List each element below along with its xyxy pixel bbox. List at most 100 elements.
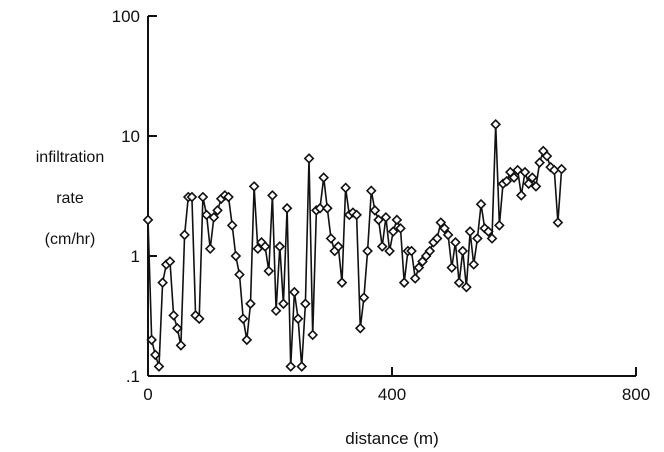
data-point [365,185,377,197]
data-point [201,209,212,221]
data-point [289,286,300,298]
data-point [285,361,297,372]
data-point [300,298,311,310]
data-point [179,229,190,241]
data-point [358,292,370,303]
data-point [526,172,538,183]
data-point [424,245,436,257]
data-point [208,212,220,223]
x-ticks: 0 400 800 [143,367,650,404]
data-point [472,233,483,244]
data-point [373,214,384,226]
data-point [278,298,289,310]
data-point [494,220,505,231]
y-tick-label: 10 [121,127,140,146]
data-point [270,305,282,317]
data-point [391,214,403,226]
data-point [475,198,487,210]
y-ticks: .1 1 10 100 [112,7,157,386]
data-point [556,163,567,175]
y-tick-label: 1 [131,247,140,266]
y-tick-label: .1 [126,367,140,386]
data-point [274,241,286,252]
data-point [446,262,458,273]
data-point [197,191,209,203]
data-point [530,181,542,192]
data-point [234,269,245,280]
data-point [296,361,308,372]
x-axis-label: distance (m) [345,429,439,448]
data-point [175,340,187,351]
markers [142,119,567,372]
data-point [362,245,373,257]
data-point [483,226,494,237]
data-point [149,349,161,361]
data-point [541,150,553,162]
data-point [457,245,469,257]
data-point [252,243,264,255]
data-point [431,233,443,244]
data-point [171,322,183,334]
data-point [369,205,381,216]
data-point [508,172,520,183]
y-axis-label-line-3: (cm/hr) [45,231,96,248]
data-point [442,229,454,241]
data-point [413,262,425,273]
data-point [351,209,362,221]
data-point [486,233,498,244]
data-point [515,190,527,201]
data-point [193,313,205,325]
x-tick-label: 400 [378,385,406,404]
data-point [157,277,168,288]
data-point [340,182,351,194]
data-point [259,241,271,252]
data-point [146,334,157,346]
series [142,119,567,372]
data-point [322,202,333,214]
data-point [292,313,304,325]
data-point [325,233,337,244]
data-point [380,212,392,223]
data-point [464,226,476,237]
data-point [406,245,417,257]
y-tick-label: 100 [112,7,140,26]
data-point [204,243,216,255]
data-point [336,277,348,288]
data-point [307,329,319,341]
y-axis-label-line-1: infiltration [36,149,104,166]
data-point [241,334,253,346]
data-point [164,256,176,267]
data-point [226,220,238,231]
data-point [512,164,523,176]
data-point [267,190,278,201]
data-point [318,172,330,183]
data-point [376,241,388,252]
y-axis-label: infiltration rate (cm/hr) [36,149,104,248]
data-point [237,313,249,325]
data-point [501,175,513,187]
data-point [142,214,154,226]
data-point [384,245,395,257]
data-point [303,153,315,164]
data-point [523,178,534,190]
data-point [453,277,465,288]
data-point [534,157,545,168]
data-point [398,277,410,288]
data-point [245,298,256,310]
x-tick-label: 800 [622,385,650,404]
data-point [450,236,461,248]
y-axis-label-line-2: rate [56,190,84,207]
data-point [468,259,480,270]
data-point [281,202,293,214]
data-point [439,223,450,234]
data-point [212,205,223,216]
data-point [153,361,165,372]
data-point [461,281,472,293]
data-point [519,166,531,178]
data-point [395,223,406,234]
data-point [230,250,242,262]
data-point [314,202,326,214]
data-point [490,119,502,130]
data-point [387,226,399,237]
